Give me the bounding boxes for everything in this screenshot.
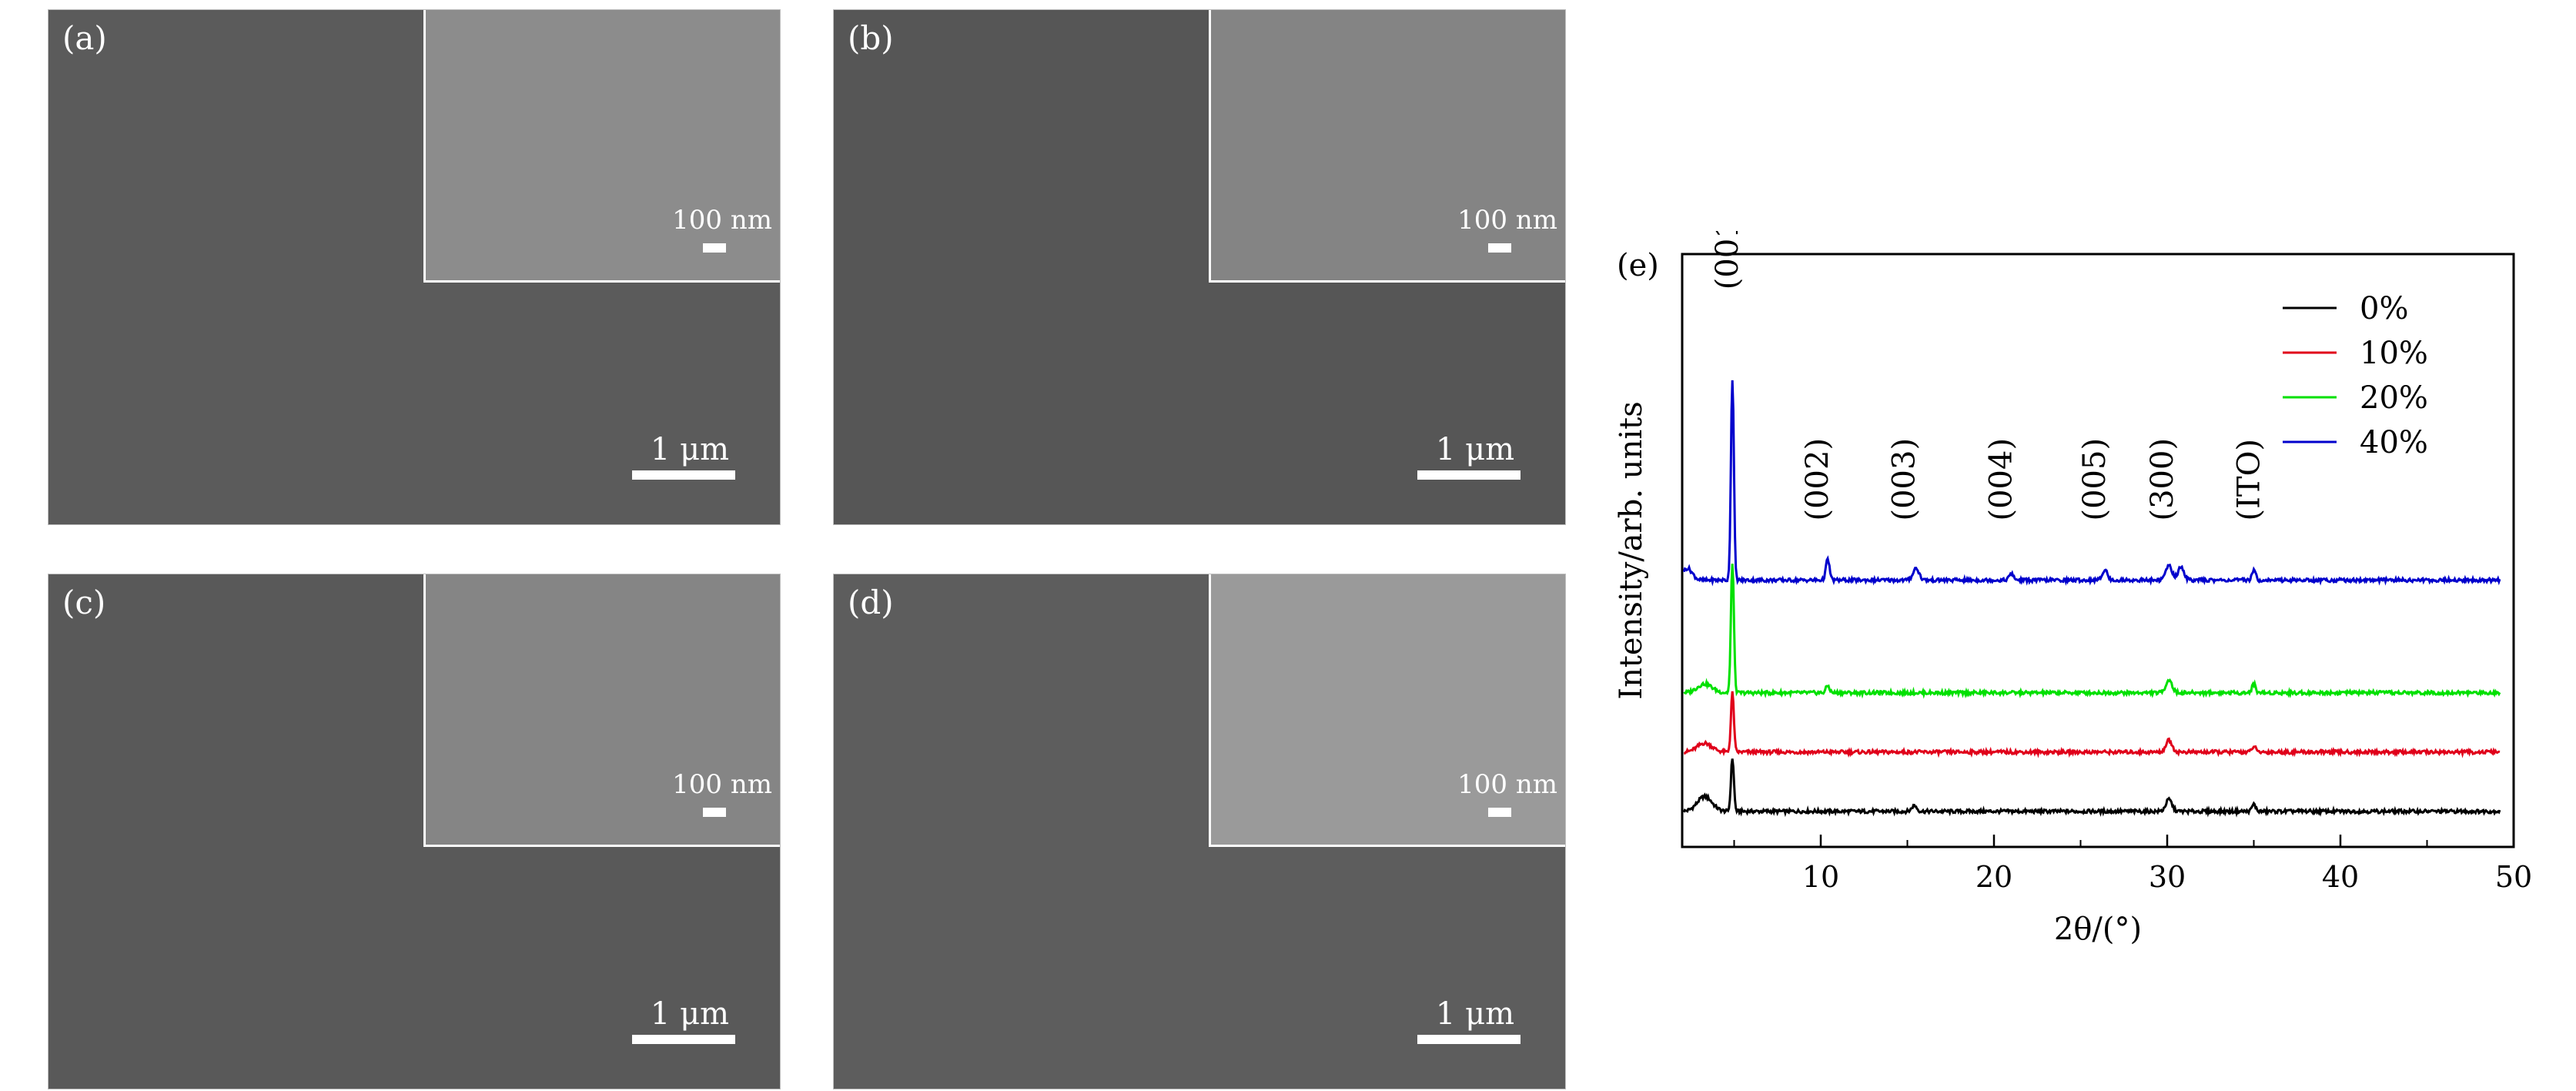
series-line-10% [1683, 691, 2501, 758]
peak-annotation: (002) [1800, 438, 1835, 521]
chart-panel-label: (e) [1617, 248, 1659, 283]
main-scale-label: 1 μm [1435, 432, 1514, 467]
peak-annotation: (003) [1887, 438, 1922, 521]
peak-annotation: (005) [2077, 438, 2113, 521]
panel-label: (c) [62, 584, 106, 621]
main-scale-bar [1417, 1035, 1521, 1044]
peak-annotation: (300) [2145, 438, 2180, 521]
xrd-chart-svg: 10 20 30 40 50 2θ/(°) Intensity/arb. units (e) (… [1614, 207, 2532, 947]
x-axis-label: 2θ/(°) [2054, 912, 2142, 947]
x-tick-label: 10 [1802, 860, 1839, 894]
x-tick-label: 50 [2495, 860, 2532, 894]
inset-scale-label: 100 nm [1457, 768, 1557, 800]
peak-annotation: (004) [1984, 438, 2019, 521]
legend-label: 40% [2360, 425, 2428, 460]
x-tick-label: 30 [2149, 860, 2186, 894]
main-scale-bar [632, 1035, 735, 1044]
sem-panel-b: 100 nm (b) 1 μm [833, 9, 1566, 525]
peak-annotation: (001) [1710, 231, 1745, 289]
series-line-0% [1682, 758, 2501, 818]
main-scale-label: 1 μm [650, 432, 729, 467]
inset-scale-bar [1488, 243, 1511, 253]
panel-label: (a) [62, 19, 107, 57]
legend-label: 0% [2360, 291, 2408, 326]
inset-scale-label: 100 nm [1457, 204, 1557, 236]
main-scale-bar [632, 470, 735, 480]
sem-inset-b: 100 nm [1209, 10, 1565, 283]
sem-panel-a: 100 nm (a) 1 μm [48, 9, 781, 525]
legend-label: 10% [2360, 336, 2428, 371]
main-scale-label: 1 μm [650, 996, 729, 1032]
inset-scale-label: 100 nm [672, 768, 772, 800]
main-scale-bar [1417, 470, 1521, 480]
sem-panel-d: 100 nm (d) 1 μm [833, 574, 1566, 1089]
y-axis-label: Intensity/arb. units [1614, 401, 1649, 699]
inset-scale-bar [1488, 807, 1511, 817]
main-scale-label: 1 μm [1435, 996, 1514, 1032]
sem-inset-d: 100 nm [1209, 574, 1565, 847]
series-line-40% [1682, 380, 2501, 587]
legend-label: 20% [2360, 380, 2428, 416]
plot-frame [1681, 253, 2515, 848]
panel-label: (b) [848, 19, 894, 57]
xrd-chart: 10 20 30 40 50 2θ/(°) Intensity/arb. units (e) (… [1594, 207, 2564, 993]
series-line-20% [1683, 564, 2501, 699]
inset-scale-bar [703, 243, 726, 253]
x-tick-label: 40 [2322, 860, 2359, 894]
sem-inset-a: 100 nm [423, 10, 780, 283]
panel-label: (d) [848, 584, 894, 621]
sem-panel-c: 100 nm (c) 1 μm [48, 574, 781, 1089]
inset-scale-label: 100 nm [672, 204, 772, 236]
inset-scale-bar [703, 807, 726, 817]
sem-inset-c: 100 nm [423, 574, 780, 847]
x-tick-label: 20 [1975, 860, 2012, 894]
peak-annotation: (ITO) [2231, 439, 2267, 520]
